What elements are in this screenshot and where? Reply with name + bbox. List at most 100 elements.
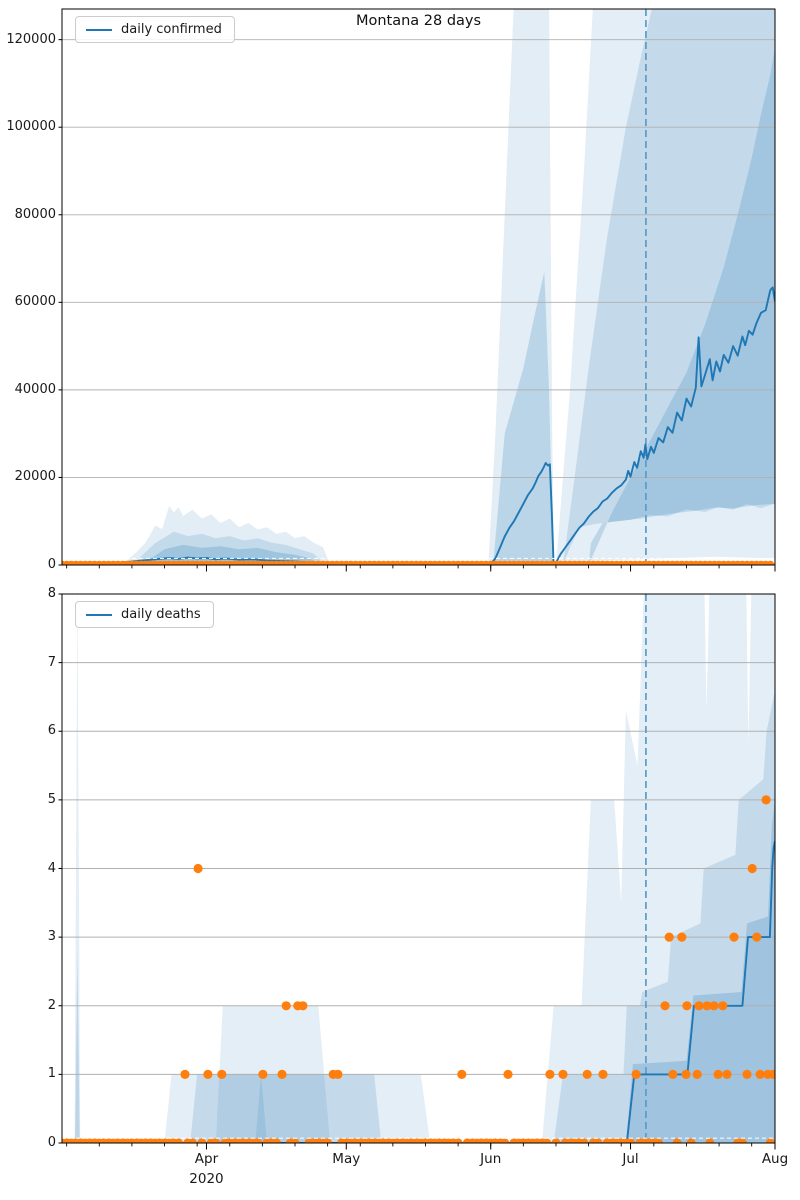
actual-dot-1 xyxy=(686,1138,696,1143)
y-tick-label: 7 xyxy=(47,654,56,670)
year-label: 2020 xyxy=(189,1171,224,1187)
actual-dot-1 xyxy=(180,1069,190,1079)
actual-dot-1 xyxy=(203,1069,213,1079)
actual-dot-1 xyxy=(747,863,757,874)
actual-dot-1 xyxy=(333,1069,343,1079)
uncertainty-band-1-1 xyxy=(75,950,80,1143)
actual-dot-1 xyxy=(500,1138,510,1143)
actual-dot-1 xyxy=(558,1069,568,1079)
uncertainty-band-1-5 xyxy=(255,1074,267,1143)
actual-dot-0 xyxy=(766,560,775,565)
actual-dot-1 xyxy=(664,932,674,942)
actual-dot-1 xyxy=(709,1001,719,1011)
actual-dot-1 xyxy=(681,1069,691,1079)
uncertainty-band-1-7 xyxy=(553,690,775,1143)
y-tick-label: 20000 xyxy=(14,469,56,485)
x-tick-label: Apr xyxy=(194,1151,219,1167)
plot-spines-0 xyxy=(61,8,776,566)
actual-dot-1 xyxy=(579,1138,589,1143)
actual-dot-1 xyxy=(582,1069,592,1079)
actual-dot-1 xyxy=(457,1069,467,1079)
actual-dot-1 xyxy=(211,1138,221,1143)
y-tick-label: 1 xyxy=(47,1066,56,1082)
actual-dot-1 xyxy=(258,1069,268,1079)
plot-area-1 xyxy=(62,594,775,1143)
y-tick-label: 0 xyxy=(47,557,56,572)
y-tick-label: 5 xyxy=(47,791,56,807)
actual-dot-1 xyxy=(290,1138,300,1143)
actual-dot-1 xyxy=(323,1138,333,1143)
uncertainty-band-0-7 xyxy=(588,48,775,565)
y-tick-label: 0 xyxy=(47,1135,56,1150)
x-tick-label: May xyxy=(332,1151,361,1167)
actual-dot-1 xyxy=(705,1138,715,1143)
legend-line-swatch-confirmed xyxy=(86,28,112,31)
actual-dot-1 xyxy=(677,932,687,942)
actual-dot-1 xyxy=(729,932,739,942)
uncertainty-band-1-3 xyxy=(190,1074,382,1143)
actual-dot-1 xyxy=(737,1138,747,1143)
actual-dot-1 xyxy=(722,1069,732,1079)
actual-dot-1 xyxy=(692,1069,702,1079)
y-tick-label: 100000 xyxy=(6,119,56,135)
actual-dot-1 xyxy=(631,1069,641,1079)
chart-title: Montana 28 days xyxy=(355,13,482,29)
actual-dot-1 xyxy=(672,1138,682,1143)
plot-area-0 xyxy=(62,9,775,565)
actual-dot-1 xyxy=(551,1138,561,1143)
legend-line-swatch-deaths xyxy=(86,613,112,616)
actual-dot-1 xyxy=(281,1001,291,1011)
actual-dot-1 xyxy=(173,1138,184,1143)
y-tick-label: 3 xyxy=(47,929,56,945)
actual-dot-1 xyxy=(761,795,771,805)
y-tick-label: 40000 xyxy=(14,381,56,397)
actual-dot-1 xyxy=(253,1138,263,1143)
actual-dot-1 xyxy=(298,1001,308,1011)
actual-dot-1 xyxy=(598,1069,608,1079)
actual-dot-1 xyxy=(625,1138,636,1143)
y-tick-label: 6 xyxy=(47,723,56,739)
uncertainty-band-0-3 xyxy=(488,9,555,565)
actual-dot-1 xyxy=(653,1138,664,1143)
actual-dot-1 xyxy=(193,863,203,874)
actual-dot-1 xyxy=(765,1138,775,1143)
legend-label-confirmed: daily confirmed xyxy=(121,22,222,37)
actual-dot-1 xyxy=(545,1069,555,1079)
uncertainty-band-0-6 xyxy=(563,9,775,565)
legend-daily-confirmed: daily confirmed xyxy=(75,16,235,43)
uncertainty-band-0-4 xyxy=(493,271,554,565)
y-tick-label: 8 xyxy=(47,586,56,601)
actual-dot-1 xyxy=(453,1138,463,1143)
uncertainty-band-1-2 xyxy=(164,1074,431,1143)
actual-dot-1 xyxy=(271,1138,281,1143)
actual-dot-1 xyxy=(197,1138,207,1143)
legend-label-deaths: daily deaths xyxy=(121,607,201,622)
y-tick-label: 4 xyxy=(47,860,56,876)
y-tick-label: 2 xyxy=(47,997,56,1013)
actual-dot-1 xyxy=(694,1001,704,1011)
actual-dot-1 xyxy=(542,1138,552,1143)
actual-dot-1 xyxy=(217,1069,227,1079)
x-tick-label: Jun xyxy=(480,1151,502,1167)
actual-dot-1 xyxy=(702,1001,712,1011)
actual-dot-1 xyxy=(503,1069,513,1079)
forecast-line-1 xyxy=(62,840,775,1143)
actual-dot-1 xyxy=(660,1001,670,1011)
actual-dot-1 xyxy=(752,932,762,942)
y-tick-label: 120000 xyxy=(6,31,56,47)
legend-daily-deaths: daily deaths xyxy=(75,601,214,628)
actual-dot-1 xyxy=(277,1069,287,1079)
uncertainty-band-1-8 xyxy=(625,799,775,1143)
actual-dot-1 xyxy=(682,1001,692,1011)
x-tick-label: Jul xyxy=(622,1151,639,1167)
uncertainty-band-0-5 xyxy=(556,9,775,565)
actual-dot-1 xyxy=(718,1001,728,1011)
uncertainty-band-0-0 xyxy=(122,505,330,565)
actual-dot-1 xyxy=(187,1138,198,1143)
actual-dot-1 xyxy=(593,1138,603,1143)
forecast-line-0 xyxy=(62,286,775,565)
actual-dot-1 xyxy=(768,1069,775,1079)
actual-dot-1 xyxy=(742,1069,752,1079)
